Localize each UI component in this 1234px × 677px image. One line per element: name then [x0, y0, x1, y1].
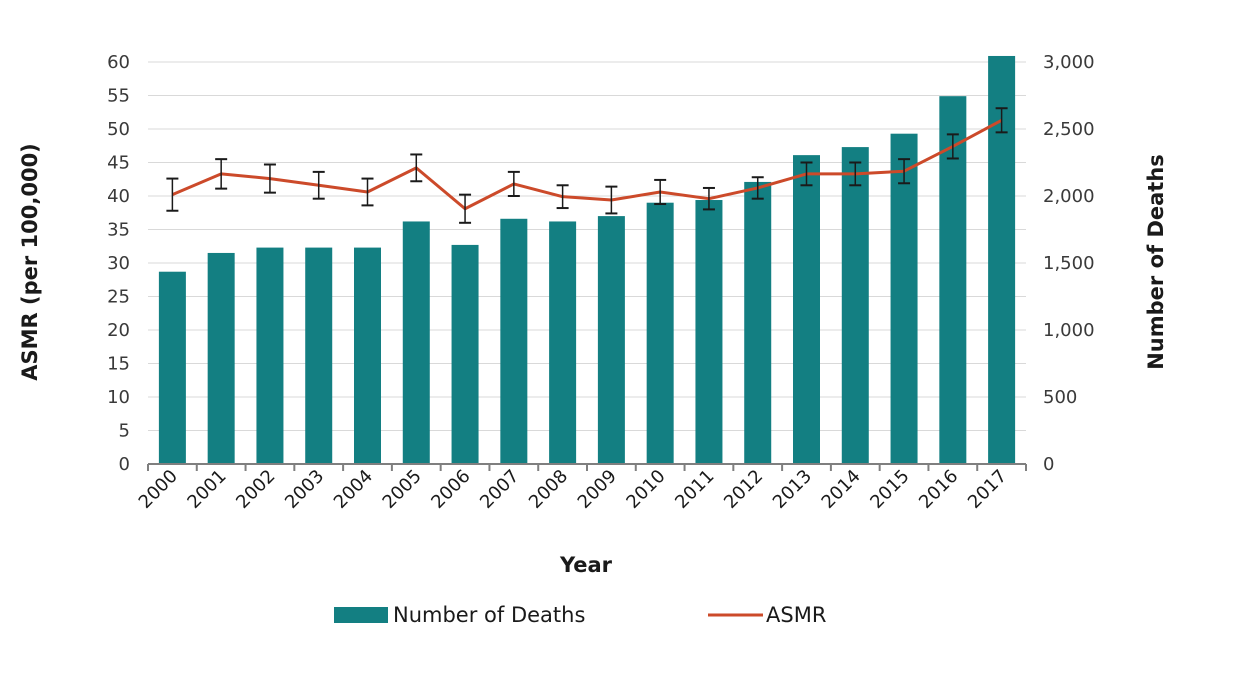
- right-tick-label: 1,500: [1043, 253, 1095, 274]
- bar-deaths: [451, 244, 479, 464]
- x-tick-label: 2003: [281, 466, 328, 513]
- x-tick-label: 2017: [964, 466, 1011, 513]
- x-tick-label: 2009: [574, 466, 621, 513]
- x-tick-label: 2006: [427, 466, 474, 513]
- right-tick-label: 500: [1043, 387, 1077, 408]
- x-tick-label: 2007: [476, 466, 523, 513]
- bar-deaths: [695, 200, 723, 464]
- x-tick-label: 2004: [330, 466, 377, 513]
- x-tick-label: 2000: [135, 466, 182, 513]
- bar-deaths: [158, 271, 186, 464]
- right-tick-label: 3,000: [1043, 52, 1095, 73]
- bar-deaths: [841, 147, 869, 464]
- left-tick-label: 5: [119, 421, 130, 442]
- left-tick-label: 40: [107, 186, 130, 207]
- bar-deaths: [500, 218, 528, 464]
- bar-deaths: [354, 247, 381, 464]
- left-tick-label: 20: [107, 320, 130, 341]
- x-tick-label: 2012: [720, 466, 767, 513]
- bar-deaths: [597, 216, 625, 464]
- left-tick-label: 30: [107, 253, 130, 274]
- left-tick-label: 0: [119, 454, 130, 475]
- x-tick-label: 2016: [915, 466, 962, 513]
- asmr-series: [166, 107, 1008, 224]
- left-axis-title: ASMR (per 100,000): [18, 143, 42, 381]
- right-axis-title: Number of Deaths: [1144, 154, 1168, 370]
- bar-deaths: [890, 133, 918, 464]
- x-tick-label: 2008: [525, 466, 572, 513]
- left-tick-label: 25: [107, 287, 130, 308]
- x-axis-title: Year: [559, 553, 613, 577]
- x-tick-label: 2010: [622, 466, 669, 513]
- bar-deaths: [402, 221, 430, 464]
- bar-deaths: [646, 202, 674, 464]
- x-tick-label: 2014: [818, 466, 865, 513]
- asmr-line: [171, 118, 1003, 211]
- bar-deaths: [256, 247, 284, 464]
- left-tick-label: 15: [107, 354, 130, 375]
- x-tick-label: 2011: [671, 466, 718, 513]
- legend-label-asmr: ASMR: [766, 603, 826, 627]
- right-tick-label: 2,500: [1043, 119, 1095, 140]
- right-tick-label: 0: [1043, 454, 1054, 475]
- left-tick-label: 55: [107, 86, 130, 107]
- legend-swatch-deaths: [334, 607, 388, 623]
- x-tick-label: 2005: [379, 466, 426, 513]
- left-tick-label: 10: [107, 387, 130, 408]
- x-tick-label: 2015: [866, 466, 913, 513]
- gridlines: [148, 61, 1026, 431]
- x-tick-label: 2001: [183, 466, 230, 513]
- right-tick-label: 1,000: [1043, 320, 1095, 341]
- x-tick-label: 2002: [232, 466, 279, 513]
- bar-deaths: [744, 181, 772, 464]
- bar-deaths: [207, 252, 235, 464]
- right-tick-label: 2,000: [1043, 186, 1095, 207]
- bar-deaths: [305, 247, 333, 464]
- left-tick-label: 35: [107, 220, 130, 241]
- x-tick-label: 2013: [769, 466, 816, 513]
- legend: Number of Deaths ASMR: [334, 603, 826, 627]
- left-tick-label: 50: [107, 119, 130, 140]
- bar-deaths: [549, 221, 577, 464]
- bar-deaths: [793, 155, 820, 464]
- left-tick-label: 45: [107, 153, 130, 174]
- left-tick-label: 60: [107, 52, 130, 73]
- bars-series: [158, 55, 1016, 465]
- legend-label-deaths: Number of Deaths: [393, 603, 585, 627]
- axes: [147, 463, 1027, 471]
